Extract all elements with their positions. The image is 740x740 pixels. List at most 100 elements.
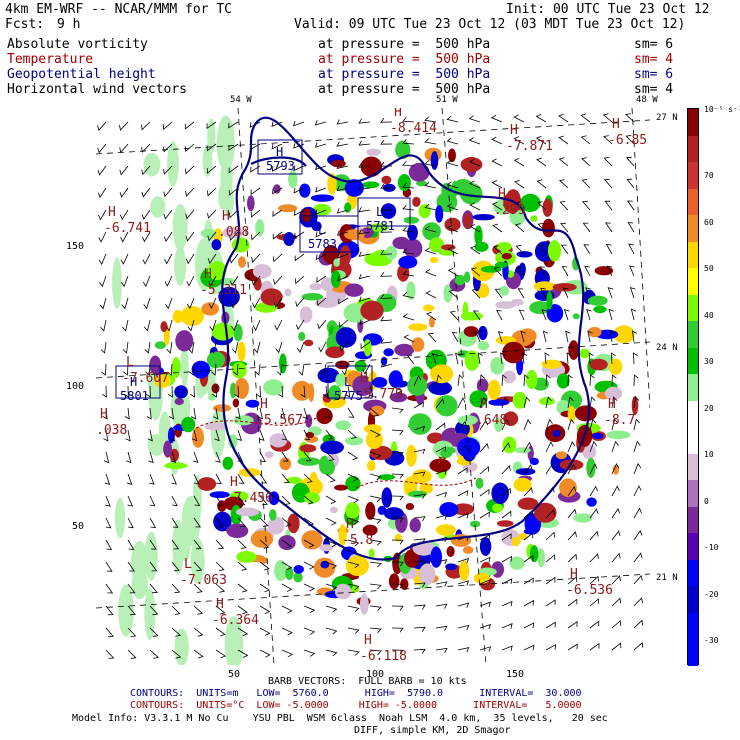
colorbar-swatch [688, 321, 698, 349]
vorticity-cell [216, 115, 235, 171]
wind-barb [259, 473, 268, 484]
vorticity-cell [469, 390, 488, 408]
vorticity-cell [279, 353, 287, 374]
wind-barb [413, 604, 426, 610]
vorticity-cell [287, 513, 300, 534]
wind-barb [403, 334, 415, 343]
wind-barb [120, 253, 129, 265]
wind-barb [413, 471, 426, 477]
wind-barb [469, 202, 481, 211]
vorticity-cell [235, 507, 260, 517]
colorbar-label: 30 [704, 357, 714, 366]
wind-barbs [97, 113, 644, 659]
wind-barb [413, 648, 426, 654]
vorticity-cell [496, 241, 512, 252]
temperature-extremum-letter: H [216, 597, 224, 612]
temperature-extremum-value: -6.741 [104, 221, 151, 236]
vorticity-cell [511, 536, 521, 547]
wind-barb [468, 115, 481, 123]
vorticity-cell [405, 503, 415, 510]
wind-barb [105, 495, 111, 507]
vorticity-cell [452, 503, 475, 516]
wind-barb [560, 244, 569, 255]
wind-barb [435, 603, 448, 609]
vorticity-cell [473, 572, 490, 584]
wind-barb [250, 209, 261, 218]
vorticity-cell [217, 500, 227, 512]
wind-barb [314, 164, 327, 171]
wind-barb [171, 473, 177, 485]
wind-barb [391, 583, 404, 589]
vorticity-cell [344, 202, 352, 213]
vorticity-cell [408, 162, 430, 182]
vorticity-cell [388, 370, 403, 388]
lat-label-27n: 27 N [656, 113, 678, 123]
wind-barb [435, 422, 446, 431]
wind-barb [293, 209, 305, 217]
temperature-extremum-letter: H [360, 371, 368, 386]
vorticity-cell [366, 381, 373, 394]
wind-barb [325, 649, 338, 657]
vorticity-cell [428, 381, 453, 396]
wind-barb [446, 115, 459, 123]
wind-barb [163, 209, 173, 220]
vorticity-cell [582, 444, 597, 459]
vorticity-cell [333, 258, 340, 267]
vorticity-cell [286, 476, 302, 484]
wind-barb [325, 407, 331, 419]
x-tick-50: 50 [228, 669, 241, 680]
colorbar-swatch [688, 241, 698, 269]
wind-barb [193, 627, 204, 637]
wind-barb [228, 143, 239, 151]
wind-barb [336, 185, 349, 192]
vorticity-cell [345, 502, 360, 519]
wind-barb [103, 451, 110, 464]
wind-barb [501, 487, 512, 497]
wind-barb [213, 407, 219, 420]
vorticity-cell [299, 306, 313, 324]
vorticity-cell [503, 191, 522, 214]
vorticity-cell [312, 203, 332, 216]
wind-barb [303, 495, 314, 505]
wind-barb [633, 619, 643, 629]
vorticity-cell [555, 451, 567, 460]
wind-barb [210, 341, 217, 354]
wind-barb [325, 451, 335, 461]
wind-barb [127, 539, 135, 550]
vorticity-cell [534, 502, 557, 523]
wind-barb [206, 121, 217, 130]
wind-barb [293, 143, 305, 149]
wind-barb [589, 530, 599, 541]
vorticity-cell [573, 513, 593, 523]
wind-barb [603, 157, 613, 167]
wind-barb [193, 495, 201, 506]
vorticity-map: H-6.741H-5.311H-5.567H-7.456L-7.063H-6.3… [96, 108, 650, 665]
geopotential-extremum-value: 5781 [366, 219, 395, 233]
vorticity-cell [502, 370, 516, 384]
wind-barb [457, 557, 470, 564]
wind-barb [347, 605, 360, 612]
wind-barb [501, 374, 507, 387]
vorticity-cell [250, 530, 274, 548]
vorticity-cell [202, 144, 213, 177]
wind-barb [171, 649, 182, 659]
wind-barb [143, 297, 151, 310]
wind-barb [228, 187, 239, 196]
vorticity-cell [278, 204, 298, 213]
temperature-extremum-letter: H [394, 108, 402, 120]
field-smoothing: sm= 4 [634, 52, 674, 67]
wind-barb [424, 203, 437, 211]
wind-barb [251, 253, 261, 263]
wind-barb [250, 187, 261, 196]
wind-barb [435, 559, 448, 565]
vorticity-cell [204, 422, 228, 431]
wind-barb [497, 330, 504, 343]
vorticity-cell [144, 531, 158, 581]
vorticity-cell [288, 170, 298, 189]
vorticity-cell [552, 283, 577, 292]
vorticity-cell [362, 181, 380, 189]
vorticity-cell [245, 399, 260, 408]
wind-barb [281, 583, 293, 592]
wind-barb [538, 244, 547, 255]
wind-barb [536, 179, 547, 189]
